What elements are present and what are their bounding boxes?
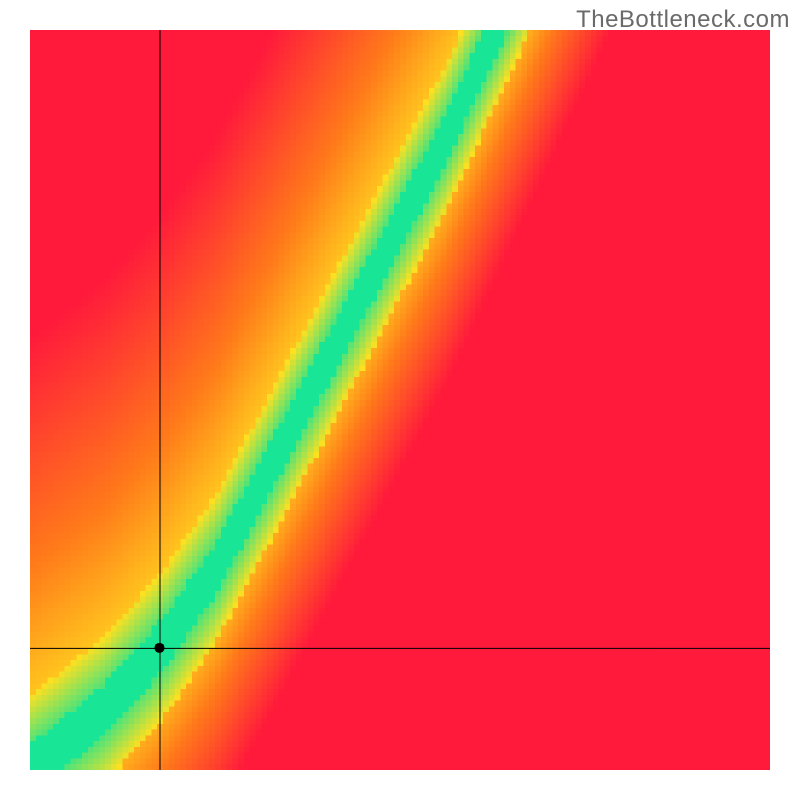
overlay-canvas bbox=[30, 30, 770, 770]
heatmap-plot bbox=[30, 30, 770, 770]
